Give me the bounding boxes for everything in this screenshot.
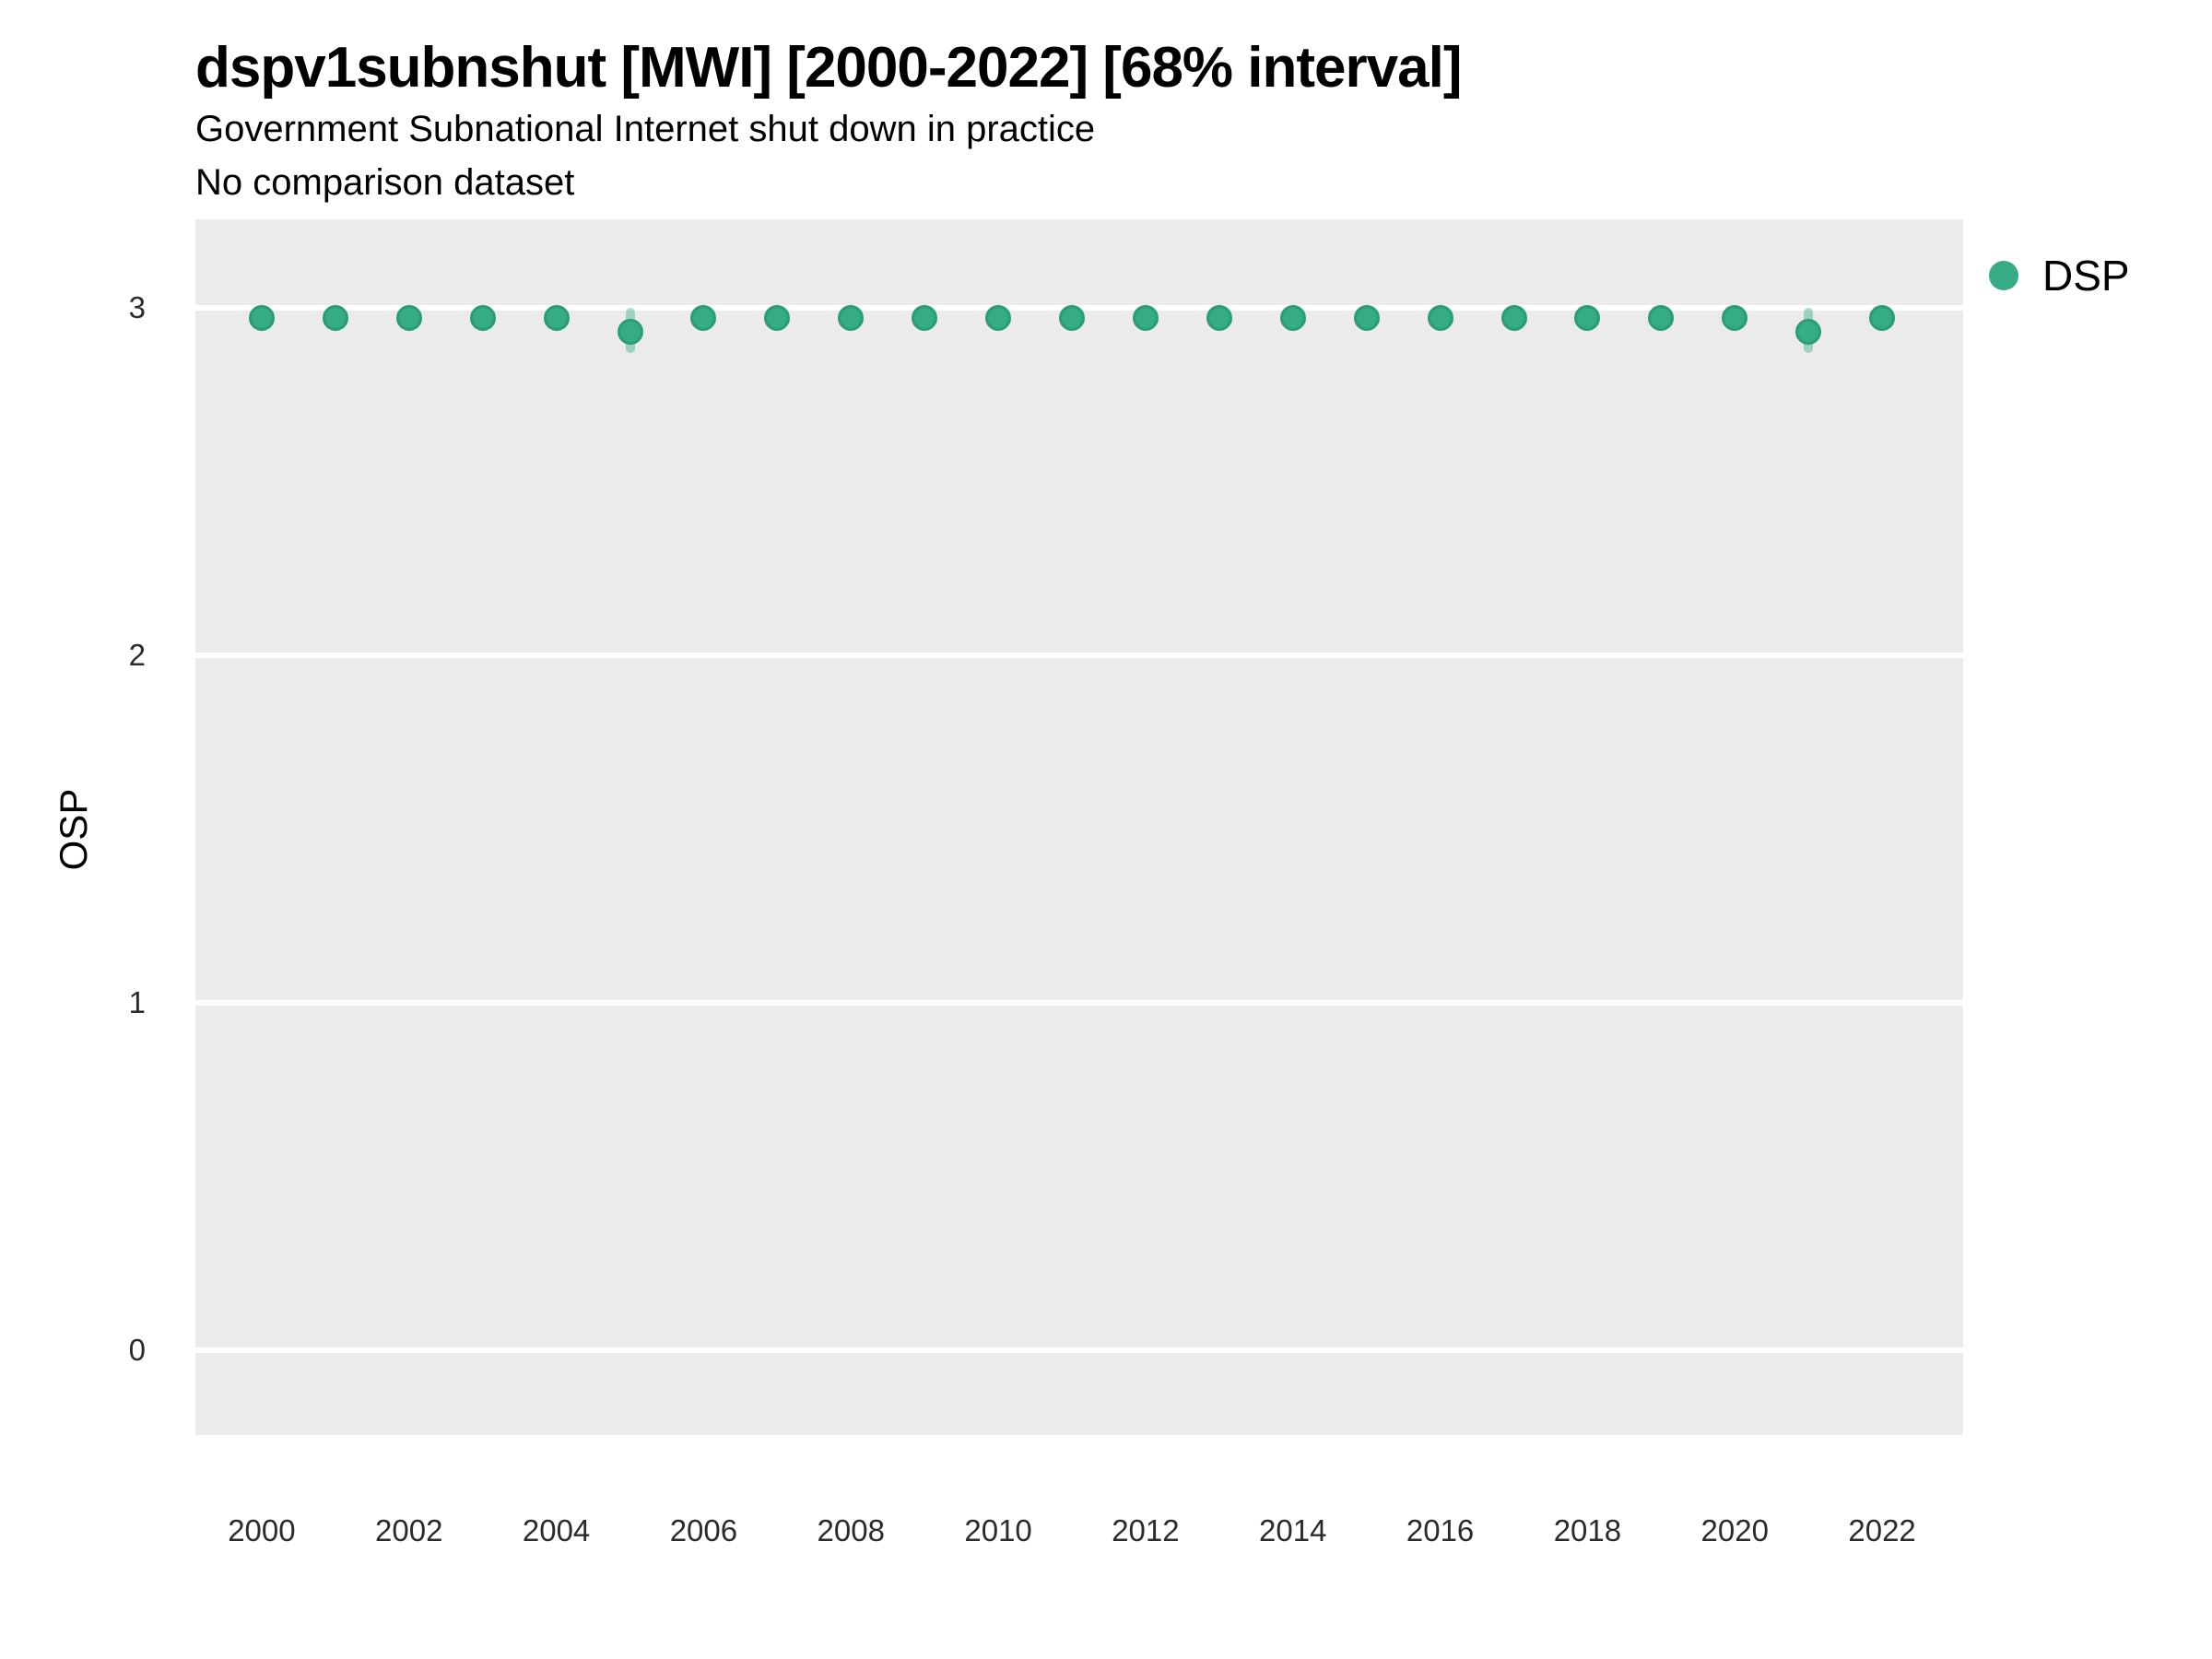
data-point-2006 [690, 305, 717, 332]
x-tick-label-2004: 2004 [522, 1513, 591, 1547]
x-tick-label-2006: 2006 [669, 1513, 738, 1547]
x-tick-label-2008: 2008 [817, 1513, 885, 1547]
data-point-2007 [764, 305, 791, 332]
data-point-2019 [1648, 305, 1675, 332]
y-tick-label-1: 1 [128, 984, 146, 1019]
data-point-2018 [1574, 305, 1601, 332]
legend-dsp-label: DSP [2042, 252, 2130, 300]
y-tick-label-0: 0 [128, 1332, 146, 1367]
data-point-2001 [322, 305, 348, 332]
data-point-2009 [912, 305, 938, 332]
data-point-2002 [395, 305, 422, 332]
comparison-note: No comparison dataset [195, 162, 575, 203]
plot-panel [195, 219, 1963, 1435]
chart-title: dspv1subnshut [MWI] [2000-2022] [68% int… [195, 36, 1462, 100]
data-point-2021 [1795, 319, 1822, 346]
major-gridline-y-2 [195, 652, 1963, 658]
data-point-2014 [1279, 305, 1306, 332]
data-point-2010 [985, 305, 1012, 332]
data-point-2022 [1869, 305, 1896, 332]
y-tick-label-3: 3 [128, 290, 146, 325]
data-point-2015 [1353, 305, 1380, 332]
data-point-2013 [1206, 305, 1232, 332]
data-point-2011 [1059, 305, 1085, 332]
chart-subtitle: Government Subnational Internet shut dow… [195, 109, 1096, 149]
x-tick-label-2018: 2018 [1553, 1513, 1622, 1547]
x-tick-label-2002: 2002 [375, 1513, 443, 1547]
major-gridline-y-1 [195, 999, 1963, 1006]
y-tick-label-2: 2 [128, 637, 146, 672]
data-point-2016 [1427, 305, 1453, 332]
data-point-2017 [1500, 305, 1527, 332]
y-axis-title: OSP [52, 788, 95, 871]
x-tick-label-2012: 2012 [1112, 1513, 1180, 1547]
data-point-2008 [838, 305, 865, 332]
data-point-2005 [617, 319, 643, 346]
major-gridline-y-0 [195, 1347, 1963, 1353]
data-point-2020 [1722, 305, 1748, 332]
data-point-2000 [248, 305, 275, 332]
x-tick-label-2000: 2000 [228, 1513, 296, 1547]
data-point-2003 [469, 305, 496, 332]
legend-dsp-swatch-icon [1989, 261, 2018, 290]
data-point-2012 [1132, 305, 1159, 332]
x-tick-label-2022: 2022 [1848, 1513, 1916, 1547]
x-tick-label-2014: 2014 [1259, 1513, 1327, 1547]
x-tick-label-2020: 2020 [1700, 1513, 1769, 1547]
data-point-2004 [543, 305, 570, 332]
x-tick-label-2016: 2016 [1406, 1513, 1475, 1547]
legend: DSP [1989, 251, 2130, 300]
x-tick-label-2010: 2010 [964, 1513, 1032, 1547]
